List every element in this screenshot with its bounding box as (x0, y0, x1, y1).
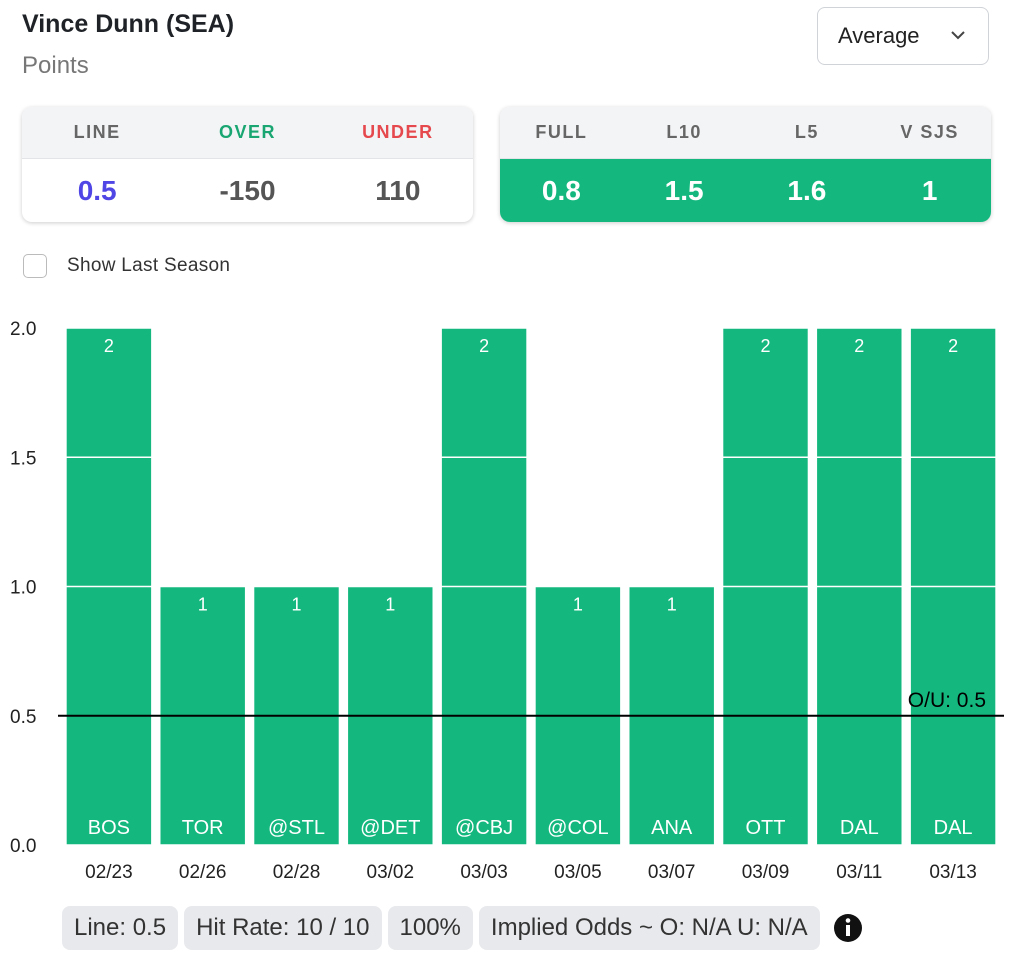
header-cell: L10 (666, 122, 702, 142)
value-cell: 1.6 (787, 174, 827, 206)
x-tick-label: 02/23 (85, 862, 133, 883)
header-cell: LINE (73, 122, 121, 142)
opponent-label: @CBJ (455, 817, 513, 839)
bar-value-label: 1 (385, 595, 395, 615)
x-tick-label: 03/02 (367, 862, 415, 883)
x-tick-label: 03/03 (460, 862, 508, 883)
opponent-label: @DET (360, 817, 420, 839)
y-tick-label: 0.5 (10, 707, 36, 728)
bar-value-label: 2 (948, 336, 958, 356)
mode-dropdown[interactable]: Average (817, 7, 989, 65)
bar-value-label: 2 (760, 336, 770, 356)
line-values: 0.5 -150 110 (22, 159, 473, 222)
pill: Line: 0.5 (62, 906, 179, 950)
stat-subtitle: Points (22, 52, 89, 79)
x-tick-label: 03/07 (648, 862, 696, 883)
bar-value-label: 1 (198, 595, 208, 615)
checkbox-label[interactable]: Show Last Season (67, 255, 231, 276)
x-tick-label: 03/13 (929, 862, 977, 883)
bar-value-label: 2 (479, 336, 489, 356)
info-icon[interactable] (826, 906, 870, 950)
opponent-label: DAL (934, 817, 973, 839)
bar-value-label: 2 (854, 336, 864, 356)
value-cell: 0.5 (77, 174, 117, 206)
bar-value-label: 1 (667, 595, 677, 615)
opponent-label: BOS (88, 817, 130, 839)
dropdown-text: Average (838, 23, 920, 48)
opponent-label: TOR (182, 817, 224, 839)
y-tick-label: 2.0 (10, 319, 36, 340)
footer: Line: 0.5 Hit Rate: 10 / 10 100% Implied… (62, 906, 870, 950)
opponent-label: @COL (547, 817, 608, 839)
value-cell: 1 (921, 174, 938, 206)
player-title: Vince Dunn (SEA) (22, 10, 235, 38)
bar-value-label: 2 (104, 336, 114, 356)
header-cell: FULL (535, 122, 588, 142)
reference-label: O/U: 0.5 (908, 689, 986, 712)
x-tick-label: 02/26 (179, 862, 227, 883)
chart: 2 BOS 02/23 1 TOR 02/26 1 @STL 02/28 1 @DET 03/02 2 @… (10, 319, 1004, 883)
x-tick-label: 03/09 (742, 862, 790, 883)
pill: Hit Rate: 10 / 10 (184, 906, 382, 950)
pill: 100% (387, 906, 473, 950)
header-cell: V SJS (900, 122, 959, 142)
bar-value-label: 1 (573, 595, 583, 615)
value-cell: 1.5 (664, 174, 704, 206)
pill: Implied Odds ~ O: N/A U: N/A (478, 906, 820, 950)
opponent-label: ANA (651, 817, 693, 839)
line-header: LINE OVER UNDER (22, 107, 473, 159)
opponent-label: @STL (268, 817, 325, 839)
y-tick-label: 1.5 (10, 448, 36, 469)
y-tick-label: 0.0 (10, 836, 36, 857)
checkbox[interactable] (23, 254, 47, 278)
header-cell: UNDER (362, 122, 434, 142)
bar-value-label: 1 (291, 595, 301, 615)
value-cell: 110 (375, 174, 421, 206)
avg-card: FULL L10 L5 V SJS 0.8 1.5 1.6 1 (500, 107, 991, 222)
x-tick-label: 03/11 (836, 862, 882, 883)
value-cell: 0.8 (541, 174, 581, 206)
value-cell: -150 (219, 174, 276, 206)
avg-values: 0.8 1.5 1.6 1 (500, 159, 991, 222)
avg-header: FULL L10 L5 V SJS (500, 107, 991, 159)
x-tick-label: 03/05 (554, 862, 602, 883)
header-cell: OVER (218, 122, 276, 142)
y-tick-label: 1.0 (10, 578, 36, 599)
opponent-label: DAL (840, 817, 879, 839)
chevron (951, 31, 965, 40)
line-card: LINE OVER UNDER 0.5 -150 110 (22, 107, 473, 222)
header-cell: L5 (794, 122, 819, 142)
x-tick-label: 02/28 (273, 862, 321, 883)
opponent-label: OTT (746, 817, 786, 839)
